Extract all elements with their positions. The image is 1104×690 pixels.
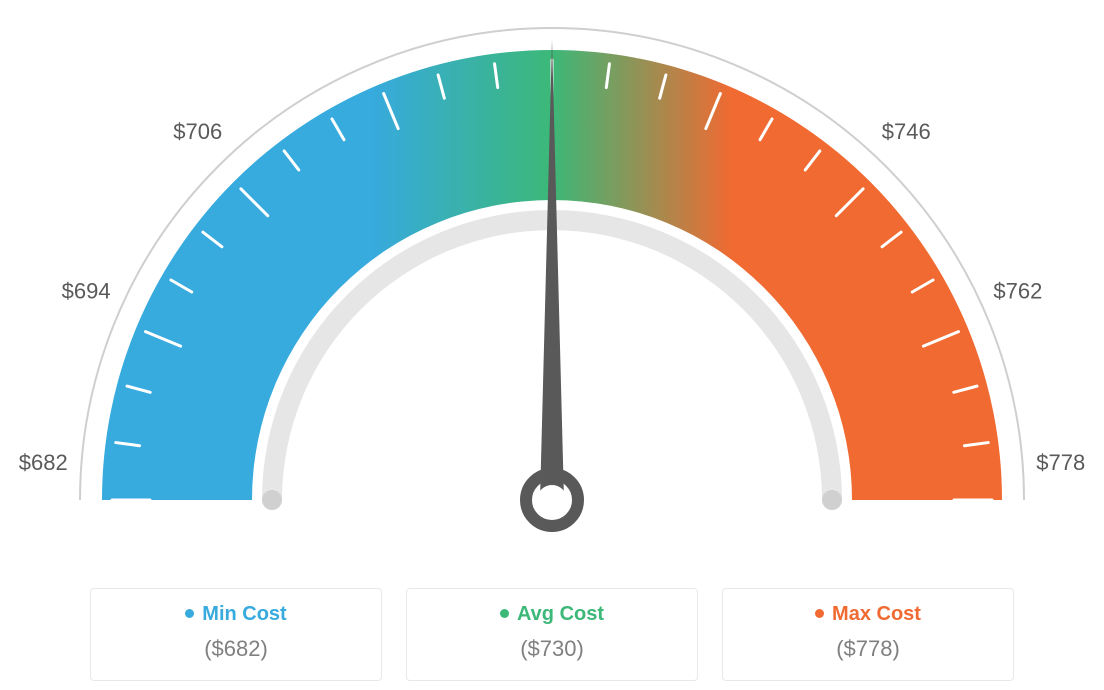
dot-icon [815, 609, 824, 618]
dot-icon [185, 609, 194, 618]
legend-max: Max Cost ($778) [722, 588, 1014, 681]
legend-avg-title-text: Avg Cost [517, 603, 604, 625]
legend: Min Cost ($682) Avg Cost ($730) Max Cost… [0, 588, 1104, 681]
gauge-tick-label: $706 [173, 119, 222, 144]
legend-min-title: Min Cost [91, 603, 381, 626]
legend-avg-value: ($730) [407, 636, 697, 662]
gauge-svg: $682 $694 $706 $730 $746 $762 $778 [0, 0, 1104, 560]
legend-min: Min Cost ($682) [90, 588, 382, 681]
gauge-tick-label: $778 [1036, 450, 1085, 475]
legend-avg: Avg Cost ($730) [406, 588, 698, 681]
gauge-tick-label: $730 [528, 0, 577, 1]
gauge-tick-label: $746 [882, 119, 931, 144]
legend-min-value: ($682) [91, 636, 381, 662]
legend-max-value: ($778) [723, 636, 1013, 662]
legend-min-title-text: Min Cost [202, 603, 286, 625]
gauge-tick-label: $682 [19, 450, 68, 475]
dot-icon [500, 609, 509, 618]
gauge-tick-label: $762 [993, 278, 1042, 303]
legend-max-title-text: Max Cost [832, 603, 921, 625]
gauge-tick-label: $694 [62, 278, 111, 303]
legend-max-title: Max Cost [723, 603, 1013, 626]
cost-gauge: $682 $694 $706 $730 $746 $762 $778 [0, 0, 1104, 560]
legend-avg-title: Avg Cost [407, 603, 697, 626]
